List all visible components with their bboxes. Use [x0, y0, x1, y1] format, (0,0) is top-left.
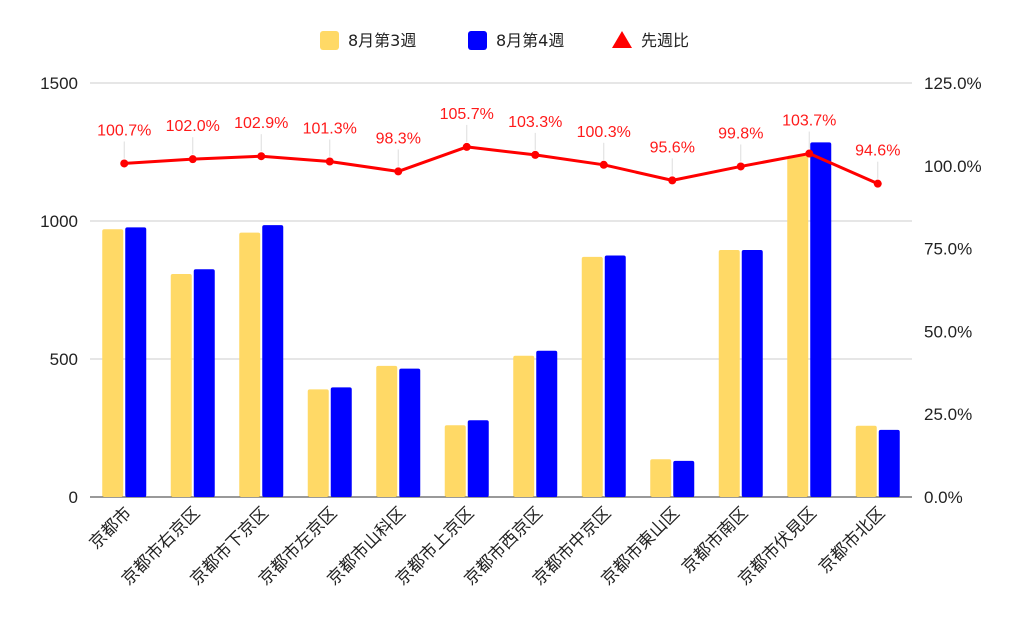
bar — [262, 225, 284, 497]
data-label: 100.3% — [577, 124, 631, 141]
data-label: 103.3% — [508, 114, 562, 131]
ratio-point — [325, 157, 334, 166]
gridlines — [90, 82, 912, 498]
bar — [855, 425, 877, 497]
data-label: 94.6% — [855, 143, 900, 160]
data-label: 102.9% — [234, 115, 288, 132]
data-label: 105.7% — [440, 106, 494, 123]
bar — [513, 355, 535, 497]
data-label: 101.3% — [303, 120, 357, 137]
ratio-point — [805, 149, 814, 158]
y-right-tick-label: 25.0% — [924, 405, 972, 424]
y-left-tick-label: 1500 — [40, 74, 78, 93]
y-right-tick-label: 0.0% — [924, 488, 963, 507]
y-left-tick-label: 500 — [50, 350, 78, 369]
bar — [810, 142, 832, 497]
x-tick-label: 京都市北区 — [815, 503, 889, 577]
bar — [239, 232, 261, 498]
bar — [307, 389, 329, 497]
ratio-line-path — [124, 145, 879, 186]
y-right-tick-label: 100.0% — [924, 157, 982, 176]
data-label: 98.3% — [376, 130, 421, 147]
bar — [878, 429, 900, 497]
data-labels: 100.7% 102.0% 102.9% 101.3% 98.3% 105.7% 103.3… — [97, 106, 900, 179]
y-axis-left: 0 500 1000 1500 — [40, 74, 78, 507]
bar — [376, 365, 398, 497]
bar — [536, 350, 558, 497]
data-label: 95.6% — [650, 139, 695, 156]
legend-swatch — [468, 31, 487, 50]
y-left-tick-label: 0 — [69, 488, 78, 507]
y-right-tick-label: 50.0% — [924, 322, 972, 341]
legend-swatch — [320, 31, 339, 50]
legend-label: 8月第3週 — [348, 31, 416, 50]
bar — [581, 256, 603, 497]
bar — [330, 387, 352, 497]
bar — [170, 273, 192, 497]
ratio-point — [736, 162, 745, 171]
data-label: 100.7% — [97, 122, 151, 139]
legend-label: 先週比 — [641, 31, 689, 50]
y-right-tick-label: 125.0% — [924, 74, 982, 93]
ratio-point — [188, 155, 197, 164]
bar — [399, 368, 421, 497]
bar — [193, 269, 215, 497]
ratio-point — [531, 150, 540, 159]
x-tick-label: 京都市南区 — [678, 503, 752, 577]
x-axis: 京都市京都市右京区京都市下京区京都市左京区京都市山科区京都市上京区京都市西京区京… — [86, 503, 890, 589]
bar — [718, 249, 740, 497]
data-label: 99.8% — [718, 125, 763, 142]
legend-triangle-icon — [612, 31, 632, 48]
bar — [604, 255, 626, 497]
ratio-point — [394, 167, 403, 176]
data-label: 102.0% — [166, 118, 220, 135]
bars — [102, 142, 900, 498]
ratio-point — [257, 152, 266, 161]
ratio-point — [120, 159, 129, 168]
ratio-line — [120, 142, 882, 188]
data-label: 103.7% — [782, 113, 836, 130]
bar — [125, 227, 147, 497]
ratio-point — [668, 176, 677, 185]
legend-label: 8月第4週 — [496, 31, 564, 50]
legend: 8月第3週 8月第4週 先週比 — [320, 31, 689, 50]
bar — [673, 460, 695, 497]
y-right-tick-label: 75.0% — [924, 240, 972, 259]
bar — [444, 425, 466, 497]
y-axis-right: 0.0% 25.0% 50.0% 75.0% 100.0% 125.0% — [924, 74, 982, 507]
ratio-point — [462, 142, 471, 151]
bar — [787, 155, 809, 497]
bar — [467, 420, 489, 497]
bar — [650, 459, 672, 497]
x-tick-label: 京都市 — [86, 503, 136, 553]
y-left-tick-label: 1000 — [40, 212, 78, 231]
bar — [741, 249, 763, 497]
ratio-point — [873, 179, 882, 188]
bar — [102, 229, 124, 497]
ratio-point — [599, 160, 608, 169]
